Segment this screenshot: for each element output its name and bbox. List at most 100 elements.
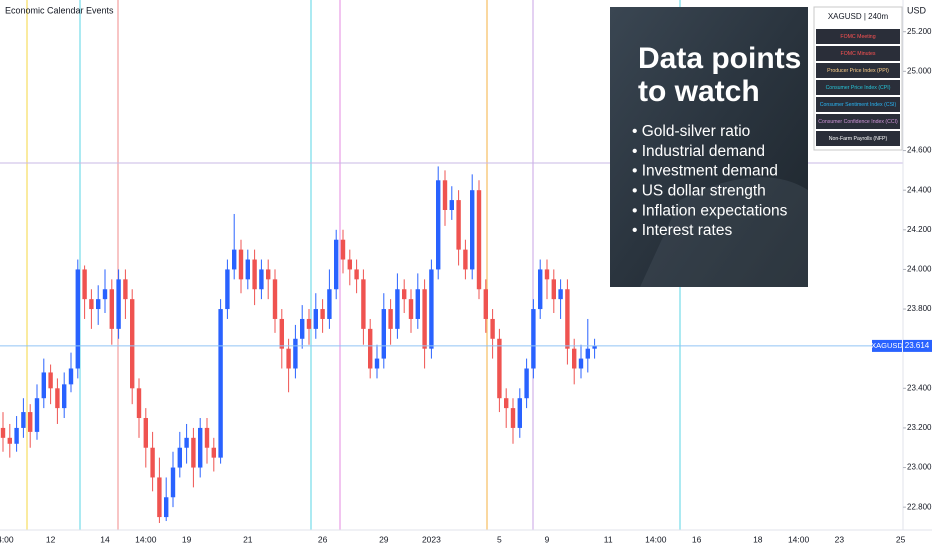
- overlay-bullet: • Interest rates: [632, 222, 732, 239]
- legend-item-box: [816, 97, 900, 112]
- candle-body: [259, 269, 264, 290]
- y-tick-label: 23.200: [907, 423, 932, 432]
- candle-body: [130, 299, 135, 389]
- candle-body: [41, 372, 46, 399]
- y-tick-label: 23.800: [907, 304, 932, 313]
- x-tick-label: 5: [497, 534, 502, 544]
- candle-body: [48, 372, 53, 389]
- candle-body: [442, 180, 448, 210]
- x-tick-label: 21: [243, 534, 253, 544]
- x-tick-label: 14:00: [0, 534, 14, 544]
- x-tick-label: 11: [604, 534, 613, 544]
- candle-body: [89, 299, 94, 310]
- candle-body: [306, 318, 312, 329]
- candle-body: [517, 398, 522, 428]
- candle-body: [456, 200, 461, 250]
- x-tick-label: 14: [100, 534, 110, 544]
- y-tick-label: 22.800: [907, 502, 932, 511]
- candles: [0, 166, 597, 524]
- y-tick-label: 23.000: [907, 463, 932, 472]
- candle-body: [198, 427, 203, 468]
- x-tick-label: 26: [318, 534, 328, 544]
- legend-header: XAGUSD | 240m: [828, 12, 889, 21]
- x-tick-label: 2023: [422, 534, 441, 544]
- overlay-bullet: • Gold-silver ratio: [632, 123, 750, 140]
- last-price-name-box: [872, 339, 902, 352]
- candle-body: [361, 279, 366, 329]
- candle-body: [313, 309, 318, 329]
- overlay-bullet: • US dollar strength: [632, 182, 766, 199]
- chart-title: Economic Calendar Events: [5, 5, 114, 15]
- legend-item-box: [816, 114, 900, 129]
- candle-body: [565, 289, 570, 349]
- candle-body: [204, 427, 210, 448]
- candle-body: [592, 345, 597, 349]
- candle-body: [408, 299, 414, 319]
- candle-body: [211, 447, 216, 458]
- candle-body: [395, 289, 400, 329]
- legend-item-box: [816, 80, 900, 95]
- candle-body: [538, 269, 543, 310]
- candle-body: [510, 408, 516, 428]
- candle-body: [585, 348, 590, 359]
- legend-item: FOMC Minutes: [841, 51, 876, 57]
- overlay-bullet: • Investment demand: [632, 163, 778, 180]
- candle-body: [381, 309, 386, 359]
- candle-body: [238, 249, 244, 280]
- candle-body: [157, 477, 162, 518]
- candle-body: [96, 299, 101, 310]
- candle-body: [170, 467, 176, 498]
- candle-body: [334, 239, 339, 290]
- x-tick-label: 25: [896, 534, 906, 544]
- candle-body: [578, 358, 584, 369]
- candle-body: [436, 180, 441, 270]
- legend-item-box: [816, 131, 900, 146]
- candle-body: [136, 388, 142, 419]
- candle-body: [402, 289, 407, 300]
- candle-body: [116, 279, 121, 329]
- candle-body: [225, 269, 230, 310]
- candle-body: [14, 427, 19, 444]
- legend-item: FOMC Meeting: [840, 34, 875, 40]
- currency-label: USD: [907, 5, 927, 15]
- candle-body: [429, 269, 434, 349]
- y-tick-label: 24.000: [907, 265, 932, 274]
- y-tick-label: 23.400: [907, 383, 932, 392]
- candle-body: [266, 269, 271, 280]
- candle-body: [102, 289, 108, 300]
- candle-body: [531, 309, 536, 369]
- candle-body: [388, 309, 393, 329]
- candle-body: [184, 437, 189, 448]
- candle-body: [572, 348, 577, 369]
- legend-item-box: [816, 46, 900, 61]
- candle-body: [68, 368, 74, 385]
- axes: 25.200 25.000 24.600 24.400 24.200 24.000 23.8…: [0, 27, 932, 544]
- candle-body: [55, 388, 60, 409]
- candle-body: [286, 348, 291, 369]
- candle-body: [150, 447, 155, 478]
- candle-body: [470, 190, 475, 270]
- candle-body: [320, 309, 325, 319]
- overlay-decoration: [640, 177, 808, 287]
- x-tick-label: 16: [692, 534, 702, 544]
- candle-body: [524, 368, 529, 399]
- legend-item: Consumer Sentiment Index (CSI): [820, 102, 897, 108]
- candle-body: [28, 412, 33, 432]
- x-tick-label: 9: [545, 534, 550, 544]
- candle-body: [62, 384, 67, 409]
- candle-body: [463, 249, 468, 270]
- candle-body: [504, 398, 509, 409]
- x-tick-label: 14:00: [135, 534, 157, 544]
- x-tick-label: 14:00: [788, 534, 810, 544]
- candle-body: [347, 259, 352, 270]
- y-tick-label: 25.200: [907, 27, 932, 36]
- y-tick-label: 24.400: [907, 185, 932, 194]
- y-tick-label: 24.600: [907, 146, 932, 155]
- legend: FOMC Meeting FOMC Minutes Producer Price I…: [816, 29, 900, 146]
- candle-body: [490, 318, 495, 339]
- candle-body: [245, 259, 250, 280]
- x-tick-label: 29: [379, 534, 389, 544]
- legend-item: Producer Price Index (PPI): [827, 68, 889, 74]
- candle-body: [497, 338, 502, 399]
- candle-body: [415, 289, 420, 319]
